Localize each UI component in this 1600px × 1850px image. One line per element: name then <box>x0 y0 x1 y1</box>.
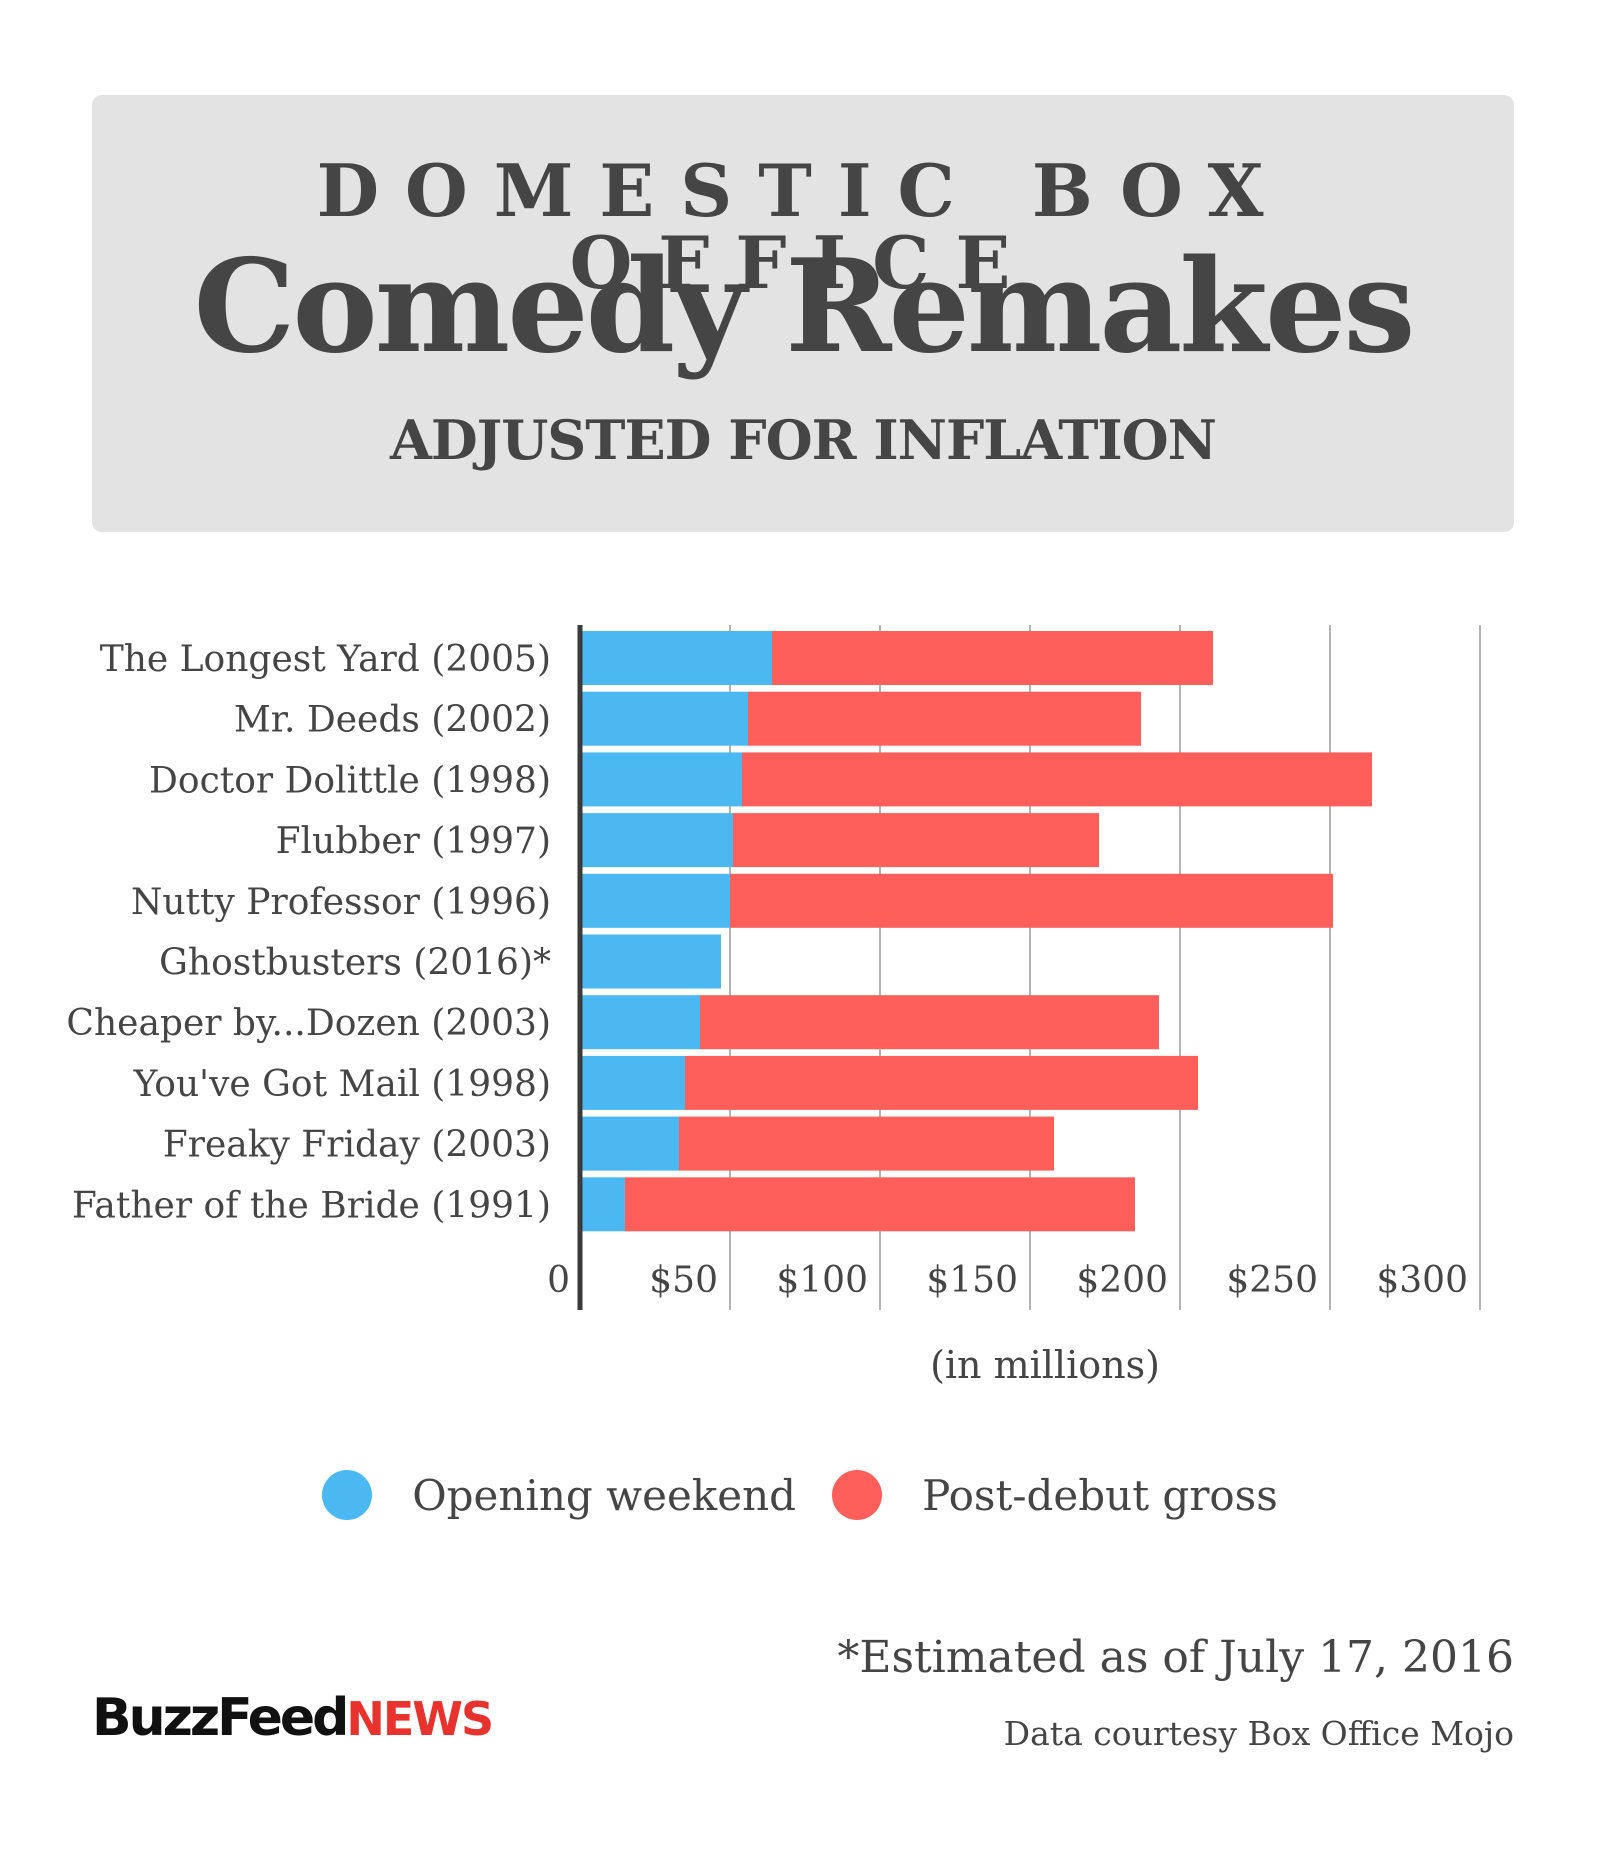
category-label-1: Mr. Deeds (2002) <box>234 700 551 741</box>
bar-post-debut-7 <box>685 1055 1198 1110</box>
logo-part-buzzfeed: BuzzFeed <box>92 1688 349 1748</box>
bar-post-debut-4 <box>730 873 1333 928</box>
bar-opening-5 <box>580 934 721 989</box>
category-label-9: Father of the Bride (1991) <box>72 1185 551 1226</box>
x-tick-label-6: $300 <box>1376 1260 1468 1301</box>
bar-opening-7 <box>580 1055 685 1110</box>
bar-opening-3 <box>580 813 733 868</box>
category-label-2: Doctor Dolittle (1998) <box>149 760 551 801</box>
chart-supertitle: DOMESTIC BOX OFFICE <box>316 148 1290 305</box>
category-label-8: Freaky Friday (2003) <box>163 1125 551 1166</box>
bar-post-debut-6 <box>700 995 1159 1050</box>
bar-post-debut-3 <box>733 813 1099 868</box>
x-tick-label-4: $200 <box>1076 1260 1168 1301</box>
chart-title: Comedy Remakes <box>193 232 1416 382</box>
buzzfeed-news-logo: BuzzFeedNEWS <box>92 1692 494 1746</box>
x-tick-label-2: $100 <box>776 1260 868 1301</box>
header-box: DOMESTIC BOX OFFICE Comedy Remakes ADJUS… <box>92 95 1514 532</box>
x-tick-label-3: $150 <box>926 1260 1018 1301</box>
bar-post-debut-8 <box>679 1116 1054 1171</box>
bar-opening-0 <box>580 631 772 685</box>
bar-opening-9 <box>580 1177 625 1232</box>
bar-opening-2 <box>580 752 742 807</box>
chart-subtitle: ADJUSTED FOR INFLATION <box>389 408 1217 472</box>
category-label-6: Cheaper by...Dozen (2003) <box>66 1003 551 1044</box>
legend-swatch-opening <box>322 1470 373 1520</box>
bar-opening-1 <box>580 691 748 746</box>
legend-item-post-debut: Post-debut gross <box>832 1470 1278 1520</box>
x-tick-label-5: $250 <box>1226 1260 1318 1301</box>
legend-item-opening: Opening weekend <box>322 1470 796 1520</box>
bar-post-debut-1 <box>748 691 1141 746</box>
category-label-7: You've Got Mail (1998) <box>133 1064 551 1105</box>
legend-label-post-debut: Post-debut gross <box>922 1470 1278 1520</box>
bar-opening-8 <box>580 1116 679 1171</box>
x-tick-label-1: $50 <box>649 1260 718 1301</box>
bar-post-debut-0 <box>772 631 1213 685</box>
legend-label-opening: Opening weekend <box>412 1470 797 1520</box>
legend: Opening weekend Post-debut gross <box>0 1470 1600 1520</box>
legend-swatch-post-debut <box>832 1470 883 1520</box>
category-label-4: Nutty Professor (1996) <box>131 882 551 923</box>
bar-opening-4 <box>580 873 730 928</box>
bar-post-debut-2 <box>742 752 1372 807</box>
footnote: *Estimated as of July 17, 2016 <box>837 1632 1514 1683</box>
category-label-0: The Longest Yard (2005) <box>100 639 551 680</box>
x-axis-label: (in millions) <box>930 1343 1160 1387</box>
bar-opening-6 <box>580 995 700 1050</box>
x-tick-label-0: 0 <box>547 1260 570 1301</box>
category-label-3: Flubber (1997) <box>276 821 551 862</box>
logo-part-news: NEWS <box>346 1692 494 1746</box>
bar-post-debut-9 <box>625 1177 1135 1232</box>
source-credit: Data courtesy Box Office Mojo <box>1003 1714 1514 1753</box>
category-label-5: Ghostbusters (2016)* <box>159 943 551 984</box>
